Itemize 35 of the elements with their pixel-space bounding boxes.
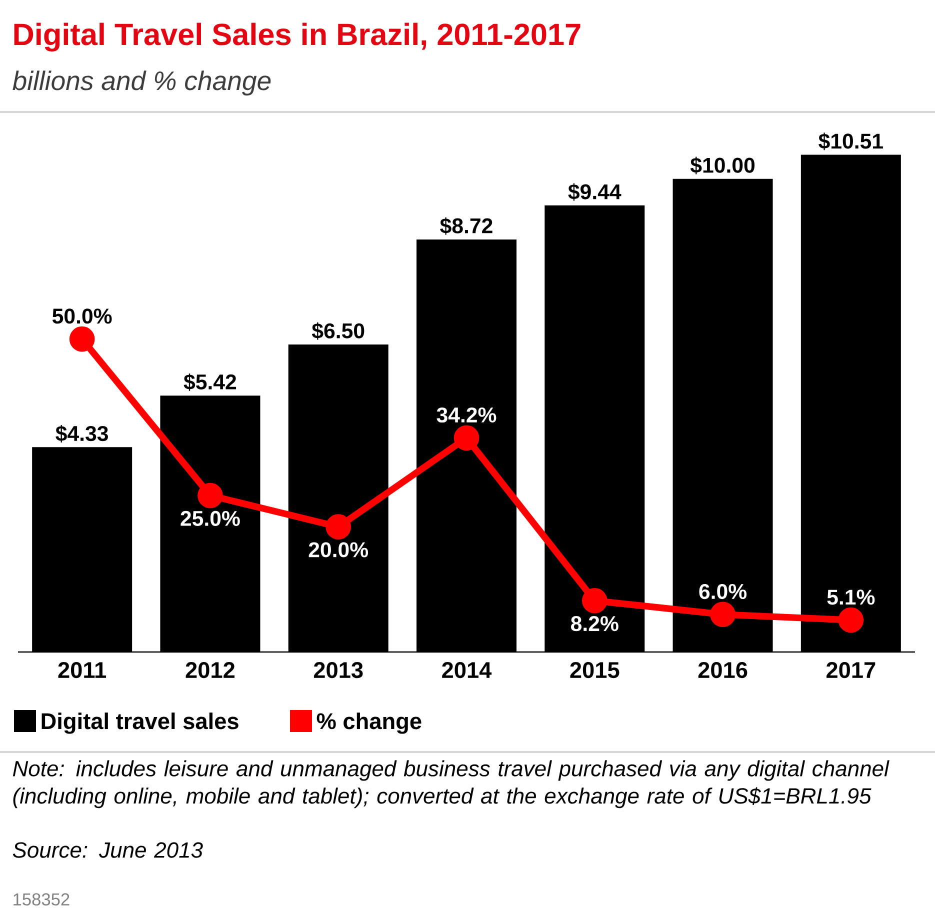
chart-title: Digital Travel Sales in Brazil, 2011-2017 xyxy=(14,22,580,52)
x-tick-label: 2012 xyxy=(186,662,234,678)
x-tick-label: 2017 xyxy=(826,662,876,678)
x-tick-label: 2013 xyxy=(314,662,363,678)
point xyxy=(69,326,95,352)
text: Note: includes leisure and unmanaged business travel purchased via any digital channel (including online, mobile and tablet); converted at the exchange rate of US$1=BRL1.95 xyxy=(12,760,890,808)
data-label: $9.44 xyxy=(568,183,622,201)
data-label: 50.0% xyxy=(52,308,112,324)
x-tick-label: 2016 xyxy=(698,662,748,678)
data-label: $8.72 xyxy=(440,217,492,235)
point xyxy=(454,425,480,451)
point xyxy=(710,602,736,628)
data-label: 34.2% xyxy=(436,407,496,423)
data-label: 20.0% xyxy=(308,542,368,558)
point xyxy=(582,588,608,614)
data-label: $6.50 xyxy=(312,322,364,340)
point xyxy=(838,607,864,633)
source-note: Source: June 2013 xyxy=(12,842,203,858)
point xyxy=(198,482,223,508)
data-label: 8.2% xyxy=(571,616,618,632)
x-tick-label: 2015 xyxy=(570,662,620,678)
text: 158352 xyxy=(14,893,70,906)
data-label: $4.33 xyxy=(56,425,108,442)
chart-subtitle: billions and % change xyxy=(12,70,271,96)
data-label: $10.51 xyxy=(818,132,883,150)
data-label: $10.00 xyxy=(690,156,755,174)
data-label: $5.42 xyxy=(184,373,236,391)
point xyxy=(326,514,352,540)
x-tick-label: 2014 xyxy=(442,662,492,678)
data-label: 25.0% xyxy=(180,510,240,526)
data-label: 5.1% xyxy=(827,590,875,605)
legend-label: Digital travel sales xyxy=(42,712,238,734)
data-label: 6.0% xyxy=(699,584,747,600)
legend-label: % change xyxy=(316,712,422,734)
x-tick-label: 2011 xyxy=(58,662,106,678)
